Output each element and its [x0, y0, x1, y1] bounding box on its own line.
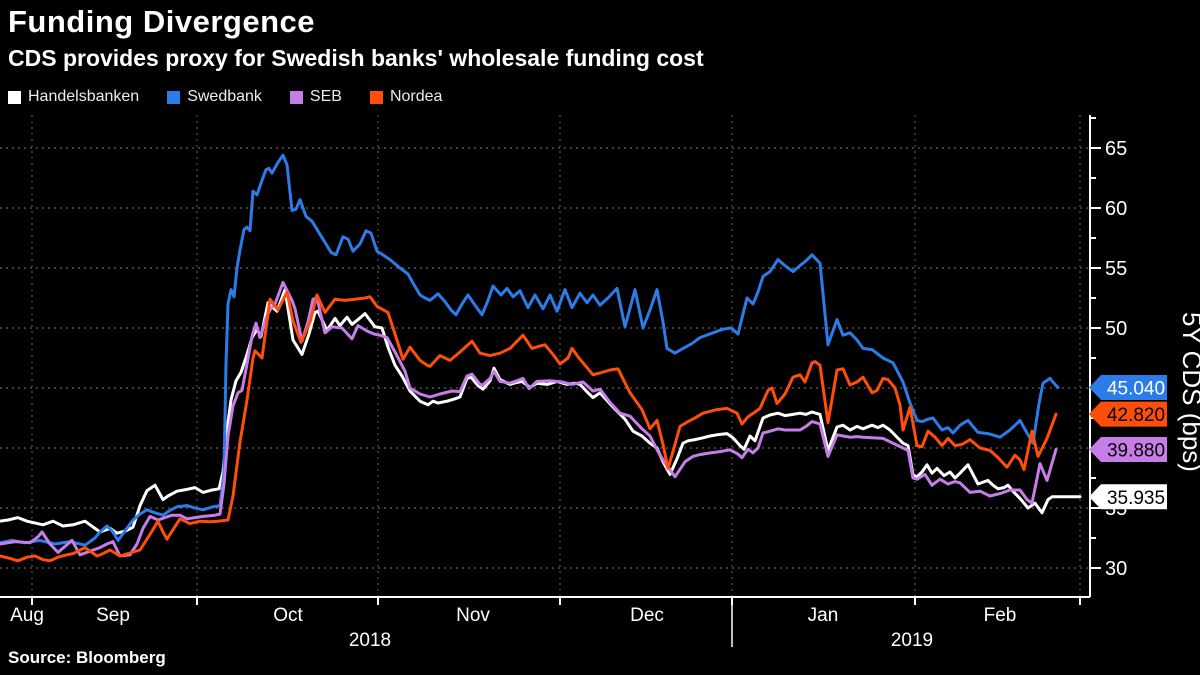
legend-label: Nordea — [389, 88, 443, 105]
x-year-label: 2019 — [891, 630, 933, 651]
x-month-label: Feb — [984, 605, 1017, 626]
x-month-label: Dec — [630, 605, 664, 626]
value-badge-label: 35.935 — [1107, 488, 1165, 509]
legend-item-swedbank: Swedbank — [167, 88, 262, 106]
series-line-seb — [0, 280, 1058, 558]
series-line-handelsbanken — [0, 288, 1082, 535]
y-axis-title: 5Y CDS (bps) — [1177, 312, 1200, 472]
series-line-swedbank — [0, 153, 1060, 547]
x-month-label: Sep — [96, 605, 130, 626]
value-badge-nordea — [1089, 401, 1167, 427]
value-badge-label: 42.820 — [1107, 405, 1165, 426]
x-month-label: Oct — [273, 605, 303, 626]
legend-swatch-icon — [167, 90, 181, 104]
x-year-label: 2018 — [349, 630, 391, 651]
value-badge-swedbank — [1089, 375, 1167, 401]
x-month-label: Aug — [10, 605, 44, 626]
legend-item-handelsbanken: Handelsbanken — [8, 88, 139, 106]
legend-swatch-icon — [8, 90, 21, 104]
legend-item-nordea: Nordea — [369, 88, 443, 106]
chart-subtitle: CDS provides proxy for Swedish banks' wh… — [8, 45, 704, 71]
source-note: Source: Bloomberg — [8, 648, 166, 667]
y-tick-label: 55 — [1105, 258, 1127, 280]
legend-item-seb: SEB — [289, 88, 342, 106]
legend-swatch-icon — [369, 90, 383, 104]
x-month-label: Nov — [456, 605, 490, 626]
legend-label: SEB — [309, 88, 342, 105]
value-badge-handelsbanken — [1089, 484, 1167, 510]
y-tick-label: 30 — [1105, 558, 1127, 580]
value-badge-seb — [1089, 436, 1167, 462]
value-badge-label: 45.040 — [1107, 379, 1165, 400]
legend-swatch-icon — [289, 90, 303, 104]
value-badge-label: 39.880 — [1107, 440, 1165, 461]
y-tick-label: 50 — [1105, 318, 1127, 340]
y-tick-label: 65 — [1105, 138, 1127, 160]
legend-label: Handelsbanken — [28, 88, 140, 105]
y-tick-label: 60 — [1105, 198, 1127, 220]
legend-label: Swedbank — [187, 88, 262, 105]
x-month-label: Jan — [808, 605, 839, 626]
page-title: Funding Divergence — [8, 4, 315, 39]
series-line-nordea — [0, 290, 1058, 563]
legend: Handelsbanken Swedbank SEB Nordea — [8, 88, 442, 106]
